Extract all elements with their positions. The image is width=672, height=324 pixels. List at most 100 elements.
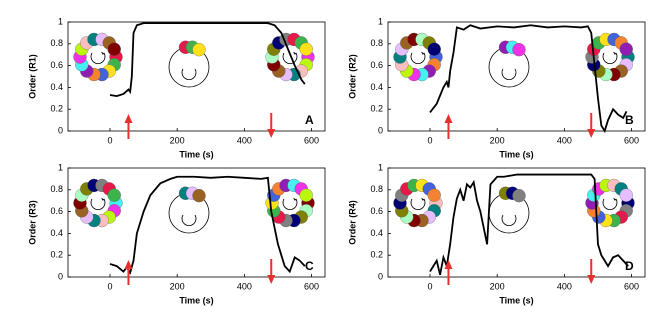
x-tick-label: 200 [170,135,185,145]
arrow-head [587,129,596,138]
particle [299,42,313,56]
x-tick-label: 400 [557,281,572,291]
arrow-head [101,198,104,201]
arrow-head [293,198,296,201]
y-axis-label: Order (R1) [27,54,37,99]
rotation-arrow [602,198,618,211]
order-line [109,175,306,275]
rotation-arrow [410,198,426,211]
y-tick-label: 0.2 [50,250,63,260]
y-tick-label: 1 [378,16,383,26]
y-axis-label: Order (R3) [27,200,37,245]
rotation-arrow [282,198,298,211]
particle [512,43,526,57]
particle [107,42,121,56]
particle [192,189,206,203]
y-axis-label: Order (R4) [347,200,357,245]
panel-label: B [625,113,634,127]
arrow-head [267,275,276,284]
x-tick-label: 200 [170,281,185,291]
particle [512,189,526,203]
y-tick-label: 0.8 [50,184,63,194]
y-tick-label: 0.6 [50,60,63,70]
rotation-arrow [181,68,197,81]
order-line [429,24,628,134]
y-tick-label: 0 [378,125,383,135]
x-tick-label: 0 [107,135,112,145]
y-tick-label: 0.2 [370,250,383,260]
y-tick-label: 0.8 [370,38,383,48]
particle [107,188,121,202]
y-tick-label: 0 [58,271,63,281]
event-arrow [267,113,276,138]
y-tick-label: 0.8 [370,184,383,194]
x-tick-label: 600 [304,135,319,145]
panel-label: C [305,259,314,273]
y-tick-label: 0.6 [370,60,383,70]
rotation-arrow [501,214,517,227]
event-arrow [444,114,453,139]
plot-frame [67,167,326,278]
arrow-head [421,198,424,201]
event-arrow [587,113,596,138]
event-arrow [267,259,276,284]
y-tick-label: 1 [58,162,63,172]
event-arrow [124,114,133,139]
rotation-arrow [602,52,618,65]
y-tick-label: 0.4 [50,228,63,238]
arrow-head [267,129,276,138]
arrow-head [293,52,296,55]
arrow-head [421,52,424,55]
y-tick-label: 0.6 [50,206,63,216]
x-tick-label: 0 [427,135,432,145]
x-tick-label: 0 [107,281,112,291]
rotation-arrow [410,52,426,65]
arrow-head [124,260,133,269]
particle [192,43,206,57]
rotation-arrow [181,214,197,227]
panel-label: A [305,113,314,127]
order-line [429,173,629,276]
y-tick-label: 0 [58,125,63,135]
rotation-arrow [90,198,106,211]
y-tick-label: 0.8 [50,38,63,48]
y-tick-label: 1 [58,16,63,26]
y-tick-label: 0.4 [50,82,63,92]
x-tick-label: 200 [490,135,505,145]
plot-frame [387,21,646,132]
particle [427,188,441,202]
y-axis-label: Order (R2) [347,54,357,99]
x-tick-label: 400 [557,135,572,145]
arrow-head [124,114,133,123]
arrow-head [613,198,616,201]
particle [619,42,633,56]
x-tick-label: 600 [624,135,639,145]
rotation-arrow [501,68,517,81]
arrow-head [613,52,616,55]
order-line [109,22,306,98]
y-tick-label: 0 [378,271,383,281]
x-tick-label: 0 [427,281,432,291]
arrow-head [444,114,453,123]
y-tick-label: 0.4 [370,228,383,238]
event-arrow [587,259,596,284]
event-arrow [444,260,453,285]
panel-label: D [625,259,634,273]
particle [619,188,633,202]
x-tick-label: 200 [490,281,505,291]
x-axis-label: Time (s) [499,149,533,159]
x-tick-label: 400 [237,281,252,291]
rotation-arrow [90,52,106,65]
particle [427,42,441,56]
arrow-head [101,52,104,55]
particle [299,188,313,202]
rotation-arrow [282,52,298,65]
x-axis-label: Time (s) [179,149,213,159]
x-tick-label: 600 [304,281,319,291]
plot-frame [387,167,646,278]
y-tick-label: 0.2 [370,104,383,114]
x-axis-label: Time (s) [499,295,533,305]
y-tick-label: 1 [378,162,383,172]
plot-frame [67,21,326,132]
